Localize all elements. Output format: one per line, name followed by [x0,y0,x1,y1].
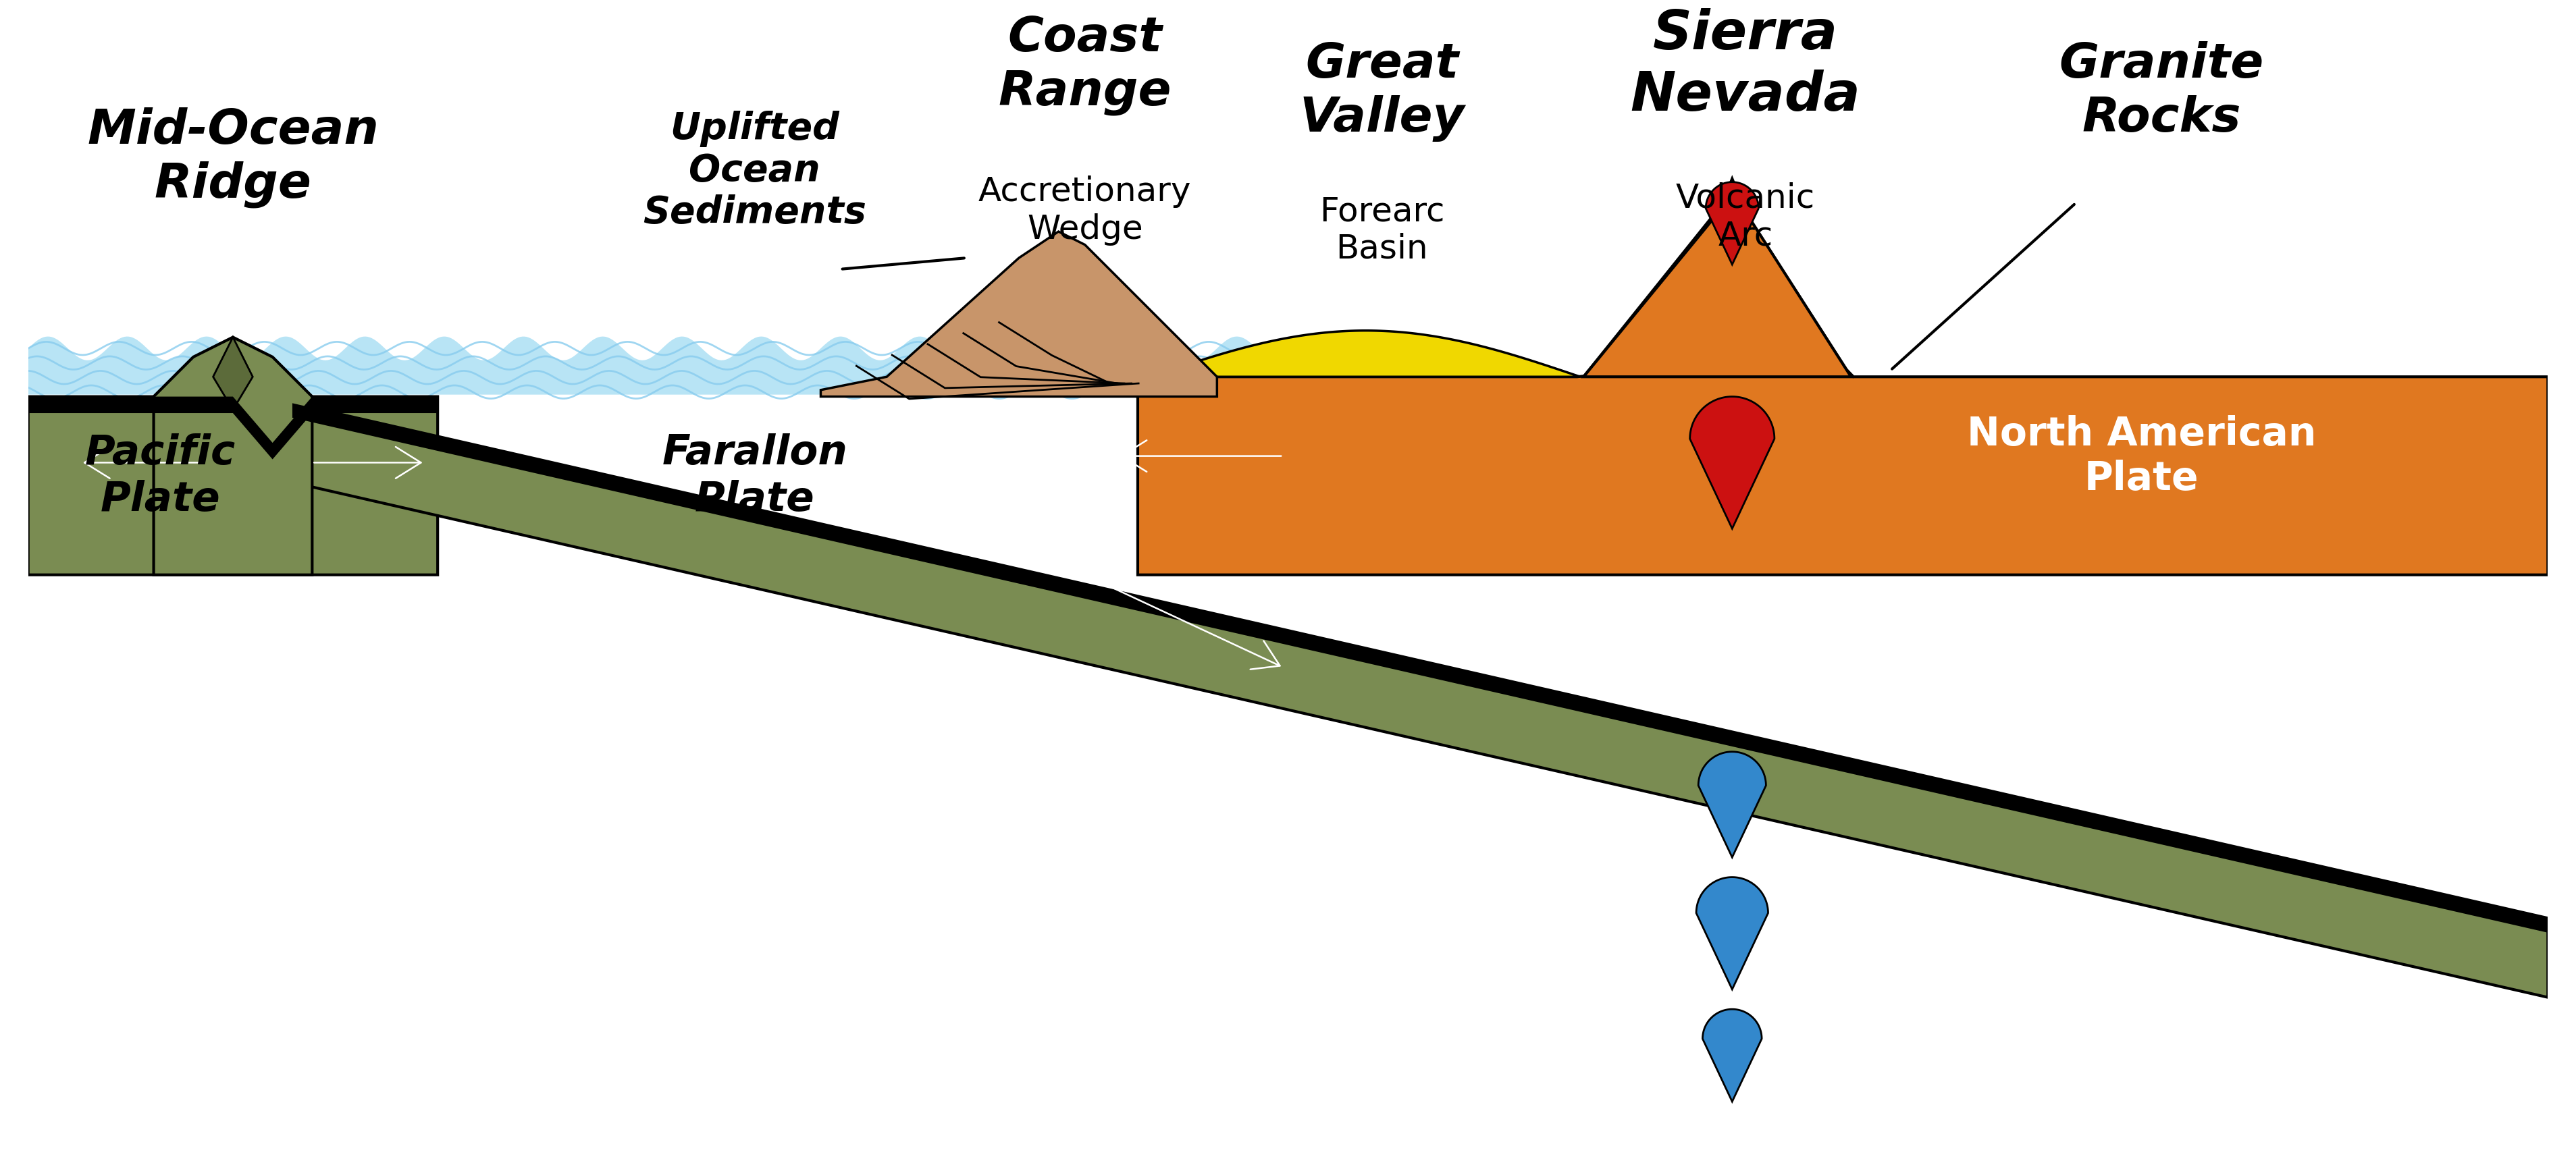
Polygon shape [1698,752,1767,858]
Polygon shape [822,233,1216,397]
Text: Uplifted
Ocean
Sediments: Uplifted Ocean Sediments [644,110,866,231]
Polygon shape [291,403,2548,933]
Polygon shape [155,338,312,575]
Polygon shape [1705,182,1759,265]
Text: Coast
Range: Coast Range [999,15,1172,116]
Text: Farallon
Plate: Farallon Plate [662,434,848,519]
Polygon shape [28,337,1283,395]
Polygon shape [1139,194,2548,575]
Text: Granite
Rocks: Granite Rocks [2058,41,2264,141]
Text: Accretionary
Wedge: Accretionary Wedge [979,175,1193,245]
Polygon shape [28,397,438,459]
Text: Pacific
Plate: Pacific Plate [85,434,234,519]
Polygon shape [214,338,252,410]
Text: Sierra
Nevada: Sierra Nevada [1631,8,1860,122]
Text: Volcanic
Arc: Volcanic Arc [1677,182,1816,251]
Text: Mid-Ocean
Ridge: Mid-Ocean Ridge [88,108,379,208]
Polygon shape [1584,179,1852,378]
Polygon shape [1703,1009,1762,1101]
Polygon shape [1151,331,1579,378]
Polygon shape [291,403,2548,997]
Polygon shape [1690,397,1775,530]
Text: North American
Plate: North American Plate [1968,415,2316,498]
Text: Forearc
Basin: Forearc Basin [1319,195,1445,265]
Polygon shape [1695,877,1767,989]
Text: Great
Valley: Great Valley [1298,41,1466,141]
Polygon shape [28,397,438,575]
